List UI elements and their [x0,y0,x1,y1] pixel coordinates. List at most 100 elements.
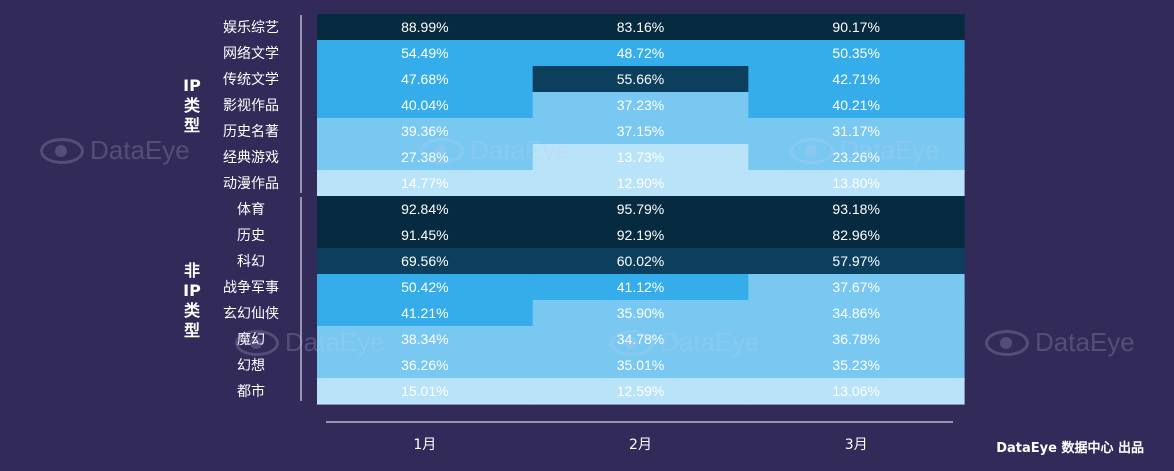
cell-value-label: 37.23% [617,97,664,113]
heatmap-cell [532,196,749,223]
heatmap-cell [748,222,965,249]
cell-value-label: 92.19% [617,227,664,243]
heatmap-cell [748,40,965,67]
x-tick-label: 2月 [629,437,652,453]
heatmap-cell [532,14,749,41]
row-label: 魔幻 [237,332,265,348]
heatmap-cell [748,248,965,275]
heatmap-cell [532,92,749,119]
row-label: 都市 [237,383,265,400]
cell-value-label: 90.17% [832,19,879,35]
cell-value-label: 48.72% [617,45,664,61]
heatmap-cell [532,326,749,353]
cell-value-label: 95.79% [617,201,664,217]
heatmap-cell [748,326,965,353]
heatmap-cell [317,170,534,197]
cell-value-label: 55.66% [617,71,664,87]
group-label: 非 [184,261,200,280]
cell-value-label: 50.42% [401,279,448,295]
cell-value-label: 13.80% [832,175,879,191]
cell-value-label: 31.17% [832,123,879,139]
heatmap-cell [317,352,534,379]
heatmap-cell [748,144,965,171]
cell-value-label: 41.12% [617,279,664,295]
cell-value-label: 41.21% [401,305,448,321]
heatmap-cell [748,66,965,93]
cell-value-label: 12.90% [617,175,664,191]
cell-value-label: 40.21% [832,97,879,113]
cell-value-label: 39.36% [401,123,448,139]
cell-value-label: 15.01% [401,383,448,399]
heatmap-cell [748,274,965,301]
cell-value-label: 57.97% [832,253,879,269]
x-tick-label: 1月 [413,437,436,453]
row-label: 历史 [237,228,265,244]
heatmap-cell [317,222,534,249]
cell-value-label: 34.86% [832,305,879,321]
row-label: 幻想 [237,358,265,374]
heatmap-cell [748,170,965,197]
group-label: IP [183,281,201,300]
heatmap-cell [532,118,749,145]
heatmap-cell [748,196,965,223]
heatmap-cell [532,352,749,379]
row-label: 影视作品 [223,98,279,114]
x-tick-label: 3月 [845,437,868,453]
heatmap-cell [317,326,534,353]
cell-value-label: 27.38% [401,149,448,165]
heatmap-cell [532,40,749,67]
heatmap-cell [532,378,749,405]
row-label: 历史名著 [223,124,279,140]
group-label: 类 [184,301,201,320]
cell-value-label: 92.84% [401,201,448,217]
cell-value-label: 38.34% [401,331,448,347]
cell-value-label: 34.78% [617,331,664,347]
cell-value-label: 13.73% [617,149,664,165]
heatmap-cell [748,92,965,119]
cell-value-label: 60.02% [617,253,664,269]
cell-value-label: 14.77% [401,175,448,191]
row-label: 娱乐综艺 [223,20,279,36]
row-label: 玄幻仙侠 [223,305,279,322]
cell-value-label: 36.78% [832,331,879,347]
cell-value-label: 91.45% [401,227,448,243]
group-label: 型 [184,116,200,135]
footer-credit: DataEye 数据中心 出品 [996,441,1144,456]
row-label: 科幻 [237,254,265,270]
heatmap-cell [317,248,534,275]
heatmap-cell [532,274,749,301]
cell-value-label: 35.23% [832,357,879,373]
row-label: 战争军事 [223,280,279,296]
cell-value-label: 40.04% [401,97,448,113]
row-label: 体育 [237,202,265,218]
heatmap-cell [532,248,749,275]
cell-value-label: 47.68% [401,71,448,87]
heatmap-cell [317,274,534,301]
cell-value-label: 69.56% [401,253,448,269]
heatmap-cell [317,144,534,171]
cell-value-label: 83.16% [617,19,664,35]
heatmap-cell [748,352,965,379]
group-label: 型 [184,321,200,340]
cell-value-label: 37.15% [617,123,664,139]
heatmap-cell [748,118,965,145]
heatmap-cell [317,14,534,41]
heatmap-cell [317,196,534,223]
heatmap-cell [532,66,749,93]
cell-value-label: 23.26% [832,149,879,165]
cell-value-label: 35.01% [617,357,664,373]
heatmap-cell [317,40,534,67]
heatmap-cell [317,378,534,405]
cell-value-label: 82.96% [832,227,879,243]
cell-value-label: 36.26% [401,357,448,373]
row-label: 网络文学 [223,46,279,62]
heatmap-cell [748,14,965,41]
cell-value-label: 54.49% [401,45,448,61]
cell-value-label: 42.71% [832,71,879,87]
heatmap-cell [748,378,965,405]
cell-value-label: 35.90% [617,305,664,321]
heatmap-cell [532,300,749,327]
heatmap-cell [317,300,534,327]
row-label: 经典游戏 [223,150,279,166]
